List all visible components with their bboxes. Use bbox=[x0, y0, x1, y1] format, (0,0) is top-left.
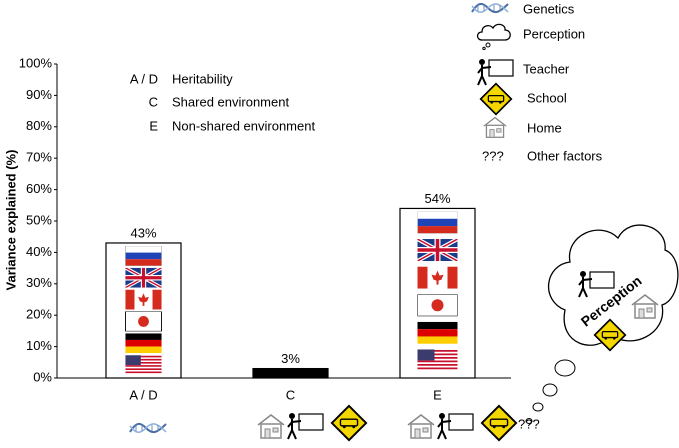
teacher-icon bbox=[437, 412, 474, 440]
other-factors-symbol: ??? bbox=[518, 416, 540, 431]
y-tick-label: 50% bbox=[26, 212, 52, 227]
icon-legend-label: Home bbox=[527, 120, 562, 135]
y-tick-label: 90% bbox=[26, 87, 52, 102]
icon-legend-label: Perception bbox=[523, 26, 585, 41]
school-icon bbox=[330, 404, 368, 442]
legend-key: A / D bbox=[130, 71, 158, 86]
y-axis-label: Variance explained (%) bbox=[3, 150, 18, 291]
y-tick-label: 20% bbox=[26, 307, 52, 322]
flag bbox=[124, 355, 163, 375]
icon-legend-label: School bbox=[527, 90, 567, 105]
y-tick-label: 0% bbox=[33, 369, 52, 384]
flag bbox=[125, 268, 161, 288]
home-icon bbox=[407, 414, 435, 439]
x-tick-label: E bbox=[433, 387, 442, 402]
teacher-icon bbox=[477, 58, 514, 86]
icon-legend-label: Genetics bbox=[523, 1, 575, 16]
y-tick-label: 80% bbox=[26, 118, 52, 133]
flag bbox=[125, 333, 162, 354]
genetics-icon bbox=[471, 2, 509, 14]
flag bbox=[124, 311, 163, 332]
icon-legend-label: Other factors bbox=[527, 148, 603, 163]
value-label: 43% bbox=[130, 225, 156, 240]
x-tick-label: C bbox=[286, 387, 295, 402]
flag bbox=[417, 294, 458, 317]
school-icon bbox=[480, 404, 518, 442]
home-icon bbox=[257, 414, 285, 439]
flag bbox=[417, 349, 458, 372]
perception-icon bbox=[476, 23, 511, 50]
legend-label: Shared environment bbox=[172, 94, 289, 109]
home-icon bbox=[483, 116, 507, 138]
y-tick-label: 100% bbox=[19, 55, 53, 70]
legend-label: Non-shared environment bbox=[172, 118, 315, 133]
bar bbox=[252, 367, 329, 379]
value-label: 54% bbox=[424, 191, 450, 206]
thought-cloud bbox=[525, 224, 679, 424]
y-tick-label: 40% bbox=[26, 244, 52, 259]
flag bbox=[417, 266, 458, 289]
legend-label: Heritability bbox=[172, 71, 233, 86]
genetics-icon bbox=[129, 422, 167, 434]
icon-legend-label: Teacher bbox=[523, 61, 570, 76]
flag bbox=[417, 321, 458, 344]
flag bbox=[417, 211, 458, 234]
y-tick-label: 10% bbox=[26, 338, 52, 353]
legend-key: E bbox=[149, 118, 158, 133]
legend-key: C bbox=[149, 94, 158, 109]
y-tick-label: 60% bbox=[26, 181, 52, 196]
x-tick-label: A / D bbox=[129, 387, 157, 402]
value-label: 3% bbox=[281, 351, 300, 366]
y-tick-label: 70% bbox=[26, 150, 52, 165]
school-icon bbox=[479, 82, 513, 116]
flag bbox=[418, 239, 458, 261]
flag bbox=[125, 289, 162, 310]
flag bbox=[125, 245, 162, 266]
y-tick-label: 30% bbox=[26, 275, 52, 290]
teacher-icon bbox=[287, 412, 324, 440]
icon-legend-symbol: ??? bbox=[482, 148, 504, 163]
